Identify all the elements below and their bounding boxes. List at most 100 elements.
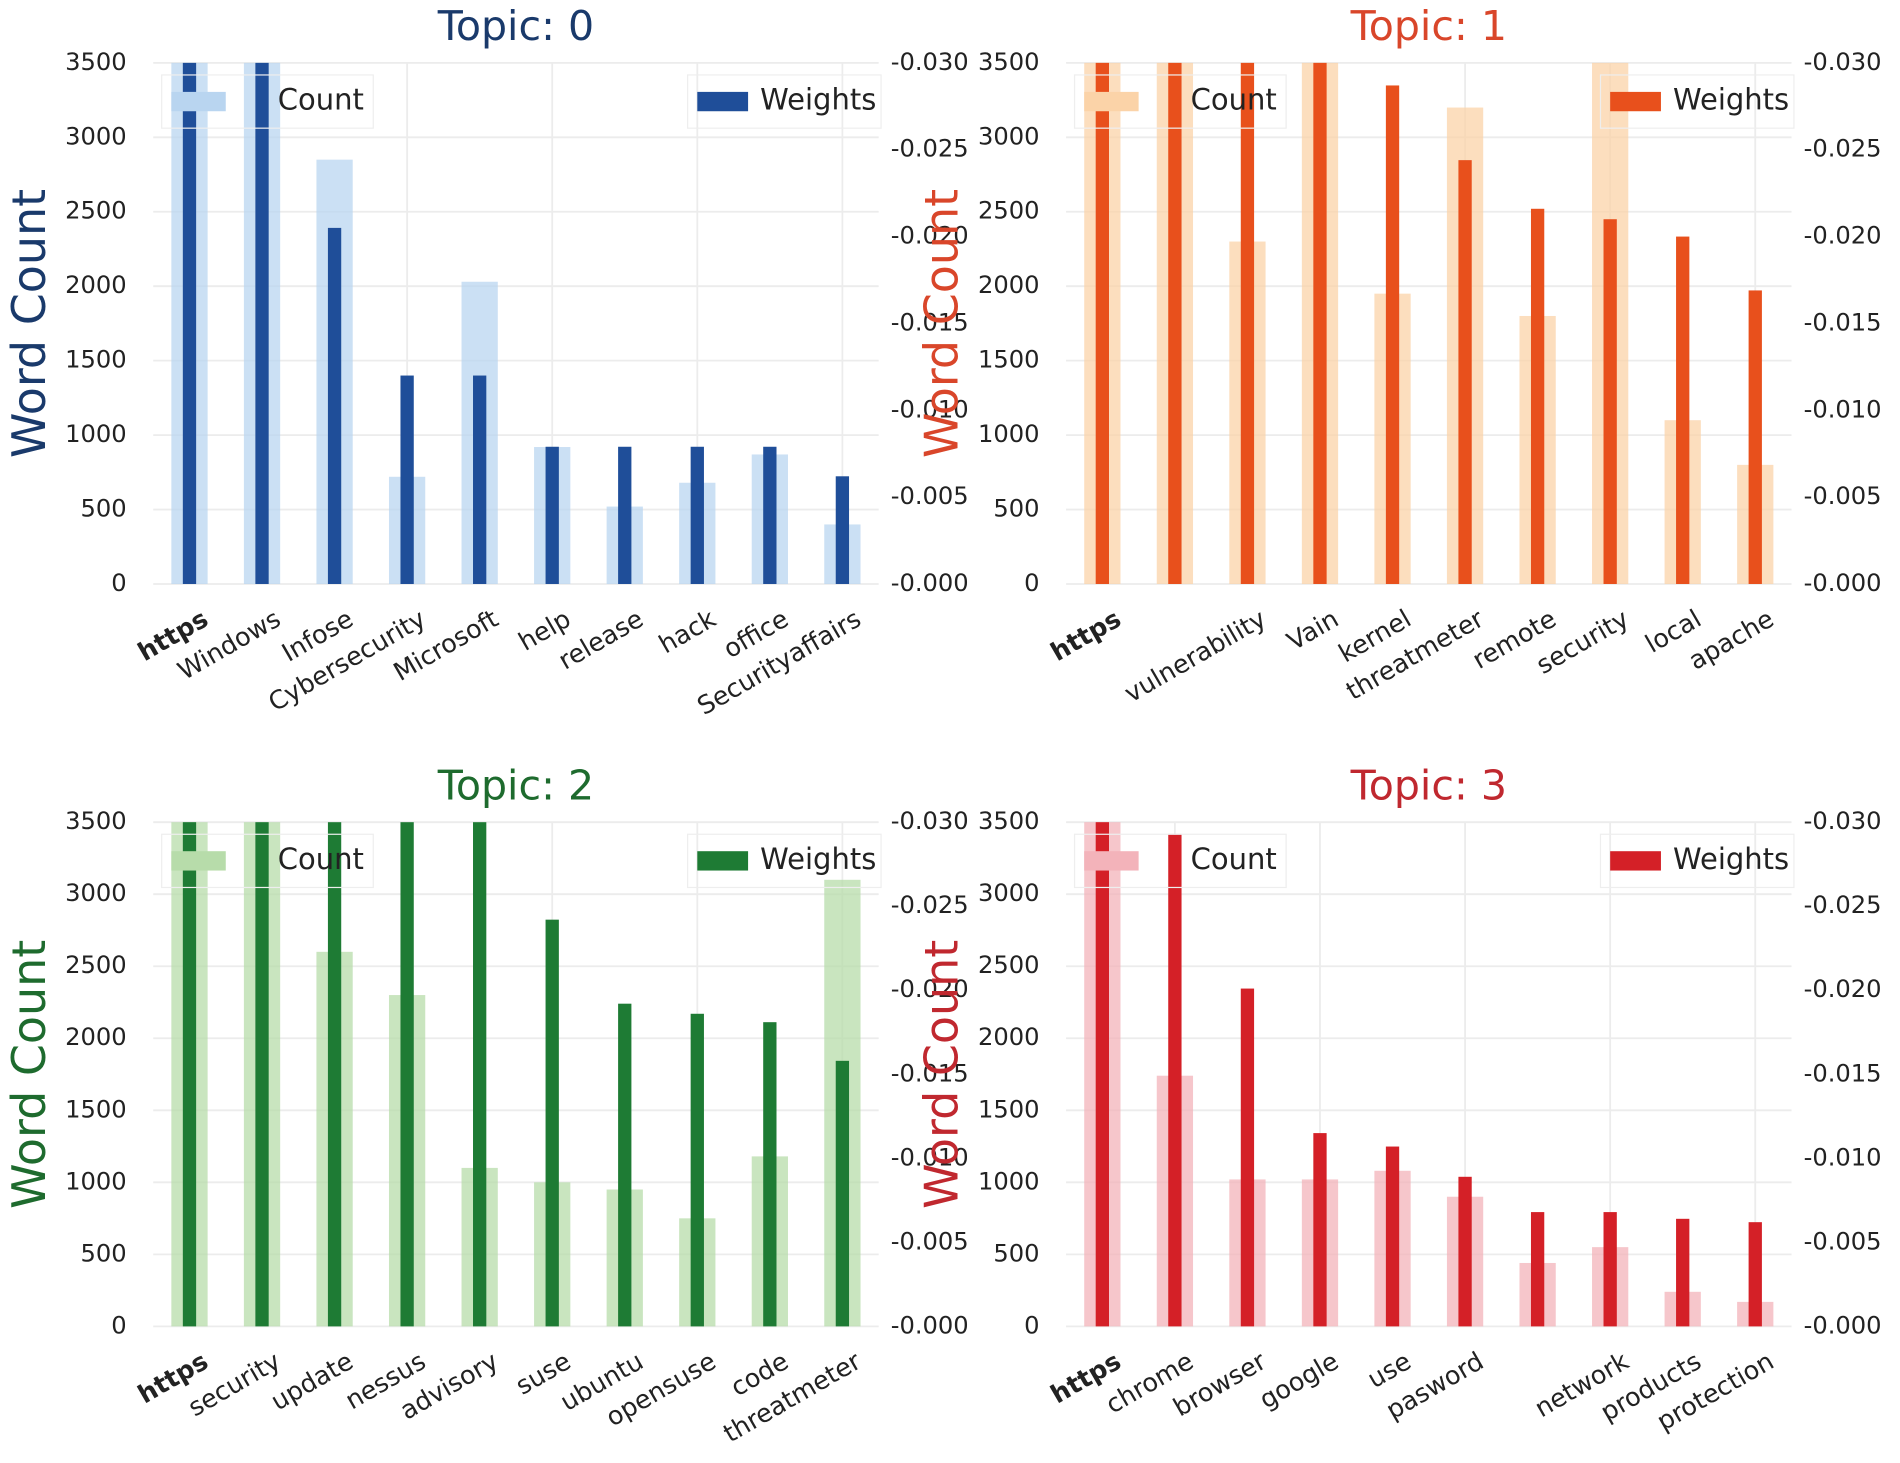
y2-tick-label: -0.015 xyxy=(891,308,969,336)
weight-bar xyxy=(1095,822,1109,1327)
weight-bar xyxy=(545,446,559,584)
weight-bar xyxy=(835,1060,850,1327)
legend-label: Count xyxy=(278,842,364,876)
weight-bar xyxy=(1530,208,1545,584)
legend-frame xyxy=(687,833,882,889)
y2-tick-label: -0.010 xyxy=(891,1143,969,1171)
y-tick-label: 2000 xyxy=(978,1023,1040,1051)
y-tick-label: 1500 xyxy=(978,1095,1040,1123)
y2-tick-label: -0.020 xyxy=(1804,222,1882,250)
weight-bar xyxy=(327,227,342,584)
y2-tick-label: -0.005 xyxy=(1804,1227,1882,1255)
weight-bar xyxy=(1458,1176,1472,1327)
y-tick-label: 3000 xyxy=(978,879,1040,907)
y2-tick-label: -0.000 xyxy=(1804,1311,1882,1339)
legend-label: Weights xyxy=(1673,842,1789,876)
x-tick-label: Vain xyxy=(1282,603,1344,656)
weight-bar xyxy=(182,62,197,584)
y2-tick-label: -0.030 xyxy=(891,48,969,76)
legend-swatch xyxy=(1084,91,1139,112)
y-tick-label: 2000 xyxy=(65,271,127,299)
y-axis-label: Word Count xyxy=(2,940,56,1209)
y-tick-label: 500 xyxy=(993,1239,1039,1267)
legend-swatch xyxy=(1084,851,1139,871)
weight-bar xyxy=(835,476,850,584)
y2-tick-label: -0.015 xyxy=(891,1059,969,1087)
weight-bar xyxy=(1240,62,1255,584)
y2-tick-label: -0.005 xyxy=(891,482,969,510)
y-tick-label: 500 xyxy=(80,495,126,523)
x-tick-label: update xyxy=(266,1346,358,1417)
weight-bar xyxy=(1458,160,1472,584)
weight-bar xyxy=(255,822,269,1327)
y2-tick-label: -0.020 xyxy=(891,975,969,1003)
y-tick-label: 2500 xyxy=(978,197,1040,225)
y2-tick-label: -0.010 xyxy=(1804,395,1882,423)
legend-frame xyxy=(1599,74,1795,129)
x-tick-label: google xyxy=(1254,1346,1343,1415)
y-tick-label: 2500 xyxy=(978,951,1040,979)
y-tick-label: 3500 xyxy=(65,48,127,76)
y-tick-label: 1000 xyxy=(65,1167,127,1195)
y-tick-label: 2500 xyxy=(65,951,127,979)
legend-swatch xyxy=(697,91,749,112)
weight-bar xyxy=(1748,1222,1762,1327)
legend-label: Count xyxy=(1191,83,1277,117)
y2-tick-label: -0.010 xyxy=(1804,1143,1882,1171)
x-tick-label: release xyxy=(553,603,648,675)
y2-tick-label: -0.010 xyxy=(891,395,969,423)
y-tick-label: 1000 xyxy=(65,420,127,448)
weight-bar xyxy=(473,822,487,1327)
y-tick-label: 1500 xyxy=(978,346,1040,374)
weight-bar xyxy=(1168,62,1182,584)
weight-bar xyxy=(473,375,487,584)
weight-bar xyxy=(255,62,269,584)
y-tick-label: 3000 xyxy=(65,122,127,150)
y-tick-label: 1500 xyxy=(65,346,127,374)
legend-label: Count xyxy=(1191,842,1277,876)
y-tick-label: 0 xyxy=(111,569,126,597)
weight-bar xyxy=(1676,1218,1690,1327)
weight-bar xyxy=(690,446,704,584)
legend-swatch xyxy=(1610,91,1661,112)
weight-bar xyxy=(1748,290,1762,584)
legend-label: Weights xyxy=(1673,83,1789,117)
y-tick-label: 0 xyxy=(111,1311,126,1339)
y2-tick-label: -0.030 xyxy=(1804,48,1882,76)
legend-frame xyxy=(161,74,374,129)
legend-frame xyxy=(1073,74,1287,129)
weight-bar xyxy=(763,446,777,584)
y2-tick-label: -0.015 xyxy=(1804,308,1882,336)
y-tick-label: 3500 xyxy=(978,48,1040,76)
weight-bar xyxy=(763,1022,777,1327)
y2-tick-label: -0.025 xyxy=(891,891,969,919)
weight-bar xyxy=(1603,219,1617,584)
x-tick-label: vulnerability xyxy=(1119,603,1271,708)
legend-frame xyxy=(161,833,374,889)
legend-swatch xyxy=(1610,851,1661,871)
weight-bar xyxy=(1385,85,1400,584)
y-tick-label: 2000 xyxy=(978,271,1040,299)
x-tick-label: hack xyxy=(654,603,721,659)
y-tick-label: 2000 xyxy=(65,1023,127,1051)
y-axis-label: Word Count xyxy=(915,189,969,458)
y2-tick-label: -0.005 xyxy=(1804,482,1882,510)
y-tick-label: 500 xyxy=(80,1239,126,1267)
chart-title: Topic: 0 xyxy=(437,2,594,50)
weight-bar xyxy=(618,446,632,584)
weight-bar xyxy=(327,822,342,1327)
legend-frame xyxy=(1073,833,1287,889)
y2-tick-label: -0.000 xyxy=(1804,569,1882,597)
y2-tick-label: -0.000 xyxy=(891,1311,969,1339)
y-axis-label: Word Count xyxy=(2,189,56,458)
weight-bar xyxy=(1313,1133,1327,1327)
legend-swatch xyxy=(697,851,749,871)
weight-bar xyxy=(1168,833,1182,1327)
chart-title: Topic: 3 xyxy=(1350,761,1507,809)
y-tick-label: 3500 xyxy=(978,807,1040,835)
weight-bar xyxy=(1240,988,1255,1327)
y-tick-label: 0 xyxy=(1024,1311,1039,1339)
y2-tick-label: -0.030 xyxy=(891,807,969,835)
x-tick-label: https xyxy=(1045,603,1125,667)
